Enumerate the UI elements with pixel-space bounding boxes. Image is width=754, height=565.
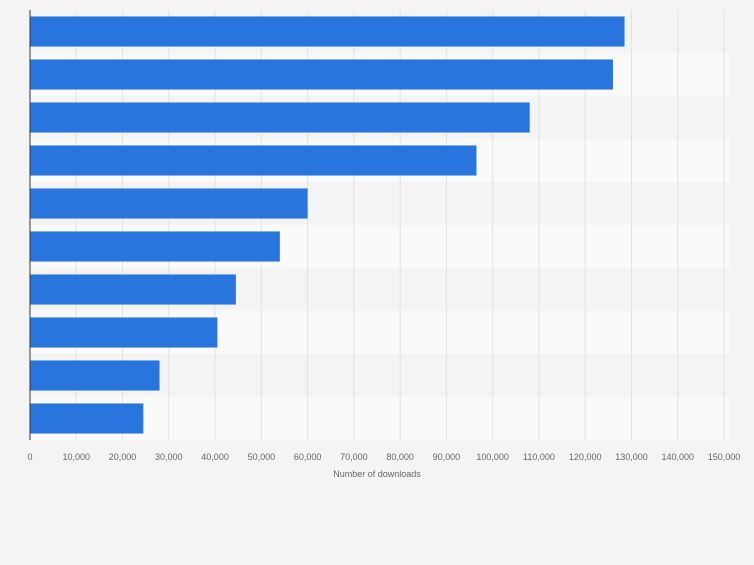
bar	[30, 231, 280, 262]
x-tick-label: 150,000	[708, 452, 741, 462]
bar	[30, 317, 218, 348]
x-tick-label: 0	[27, 452, 32, 462]
x-tick-label: 90,000	[433, 452, 461, 462]
bar	[30, 59, 613, 90]
bar	[30, 145, 477, 176]
bar	[30, 403, 144, 434]
bars	[30, 16, 625, 434]
x-tick-label: 80,000	[386, 452, 414, 462]
x-tick-label: 10,000	[63, 452, 91, 462]
bar	[30, 274, 236, 305]
bar	[30, 16, 625, 47]
x-tick-label: 70,000	[340, 452, 368, 462]
x-axis-label: Number of downloads	[333, 469, 421, 479]
x-axis-ticks: 0 10,000 20,000 30,000 40,000 50,000 60,000 70,…	[27, 452, 740, 462]
bar	[30, 188, 308, 219]
x-tick-label: 30,000	[155, 452, 183, 462]
x-tick-label: 110,000	[523, 452, 555, 462]
x-tick-label: 100,000	[476, 452, 509, 462]
x-tick-label: 20,000	[109, 452, 137, 462]
x-tick-label: 120,000	[569, 452, 602, 462]
x-tick-label: 40,000	[201, 452, 229, 462]
x-tick-label: 140,000	[661, 452, 694, 462]
x-tick-label: 50,000	[248, 452, 276, 462]
row-band	[30, 397, 730, 440]
bar	[30, 360, 160, 391]
bar	[30, 102, 530, 133]
x-tick-label: 60,000	[294, 452, 322, 462]
x-tick-label: 130,000	[615, 452, 648, 462]
